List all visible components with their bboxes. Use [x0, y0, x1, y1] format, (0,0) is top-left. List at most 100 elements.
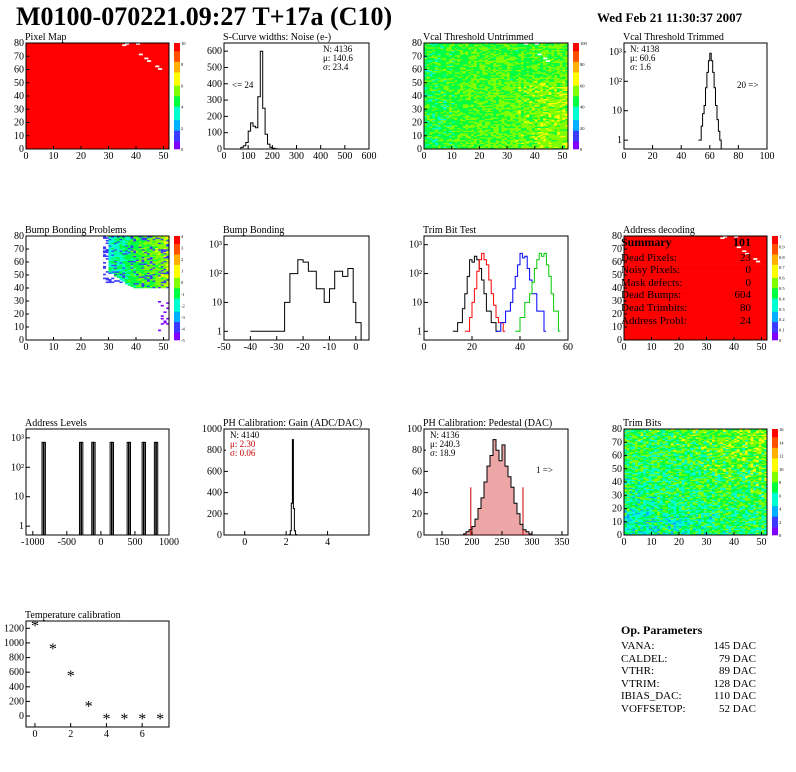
x-tick-label: 0 [622, 537, 627, 548]
op-param-row: IBIAS_DAC: 110 DAC [621, 690, 756, 703]
x-tick-label: 4 [104, 729, 109, 740]
y-tick-label: 10² [11, 462, 24, 473]
y-tick-label: 1000 [202, 424, 222, 435]
x-tick-label: 30 [702, 537, 712, 548]
heatmap-cells [424, 43, 568, 149]
palette-tick-label: 100 [580, 41, 588, 46]
summary-value: 0 [746, 264, 752, 277]
summary-row: Dead Bumps: 604 [621, 289, 751, 302]
plot-frame [224, 236, 369, 340]
defect-pixel [538, 54, 542, 56]
defect-pixel [756, 261, 760, 263]
x-tick-label: 20 [674, 342, 684, 353]
x-tick-label: 40 [676, 151, 686, 162]
defect-pixel [543, 58, 547, 60]
x-tick-label: 50 [159, 342, 169, 353]
summary-label: Dead Pixels: [621, 252, 677, 265]
plot-frame [26, 621, 169, 727]
chart-title: Address Levels [25, 418, 87, 429]
y-tick-label: 0 [617, 335, 622, 346]
y-tick-label: 0 [217, 144, 222, 155]
x-tick-label: 10 [447, 151, 457, 162]
palette-tick-label: 0.7 [779, 265, 785, 270]
x-tick-label: -500 [58, 537, 76, 548]
chart-title: Vcal Threshold Trimmed [623, 32, 724, 43]
y-tick-label: 10 [14, 322, 24, 333]
x-tick-label: 20 [474, 151, 484, 162]
palette-tick-label: 4 [181, 105, 184, 110]
x-tick-label: 0 [622, 151, 627, 162]
x-tick-label: 80 [733, 151, 743, 162]
op-param-label: IBIAS_DAC: [621, 690, 682, 703]
scatter-point: * [49, 641, 57, 658]
summary-label: Dead Trimbits: [621, 302, 687, 315]
x-tick-label: 40 [131, 342, 141, 353]
x-tick-label: 500 [337, 151, 352, 162]
y-tick-label: 10² [409, 269, 422, 280]
y-tick-label: 1 [617, 135, 622, 146]
palette-tick-label: 80 [580, 62, 585, 67]
x-tick-label: 40 [729, 537, 739, 548]
y-tick-label: 10³ [609, 47, 622, 58]
y-tick-label: 10² [209, 269, 222, 280]
x-tick-label: 30 [104, 151, 114, 162]
op-params-title: Op. Parameters [621, 623, 756, 638]
palette-tick-label: 0.4 [779, 296, 785, 301]
y-tick-label: 0 [617, 530, 622, 541]
overflow-annotation: <= 24 [232, 80, 254, 90]
x-tick-label: 20 [674, 537, 684, 548]
y-tick-label: 0 [19, 144, 24, 155]
palette-tick-label: -4 [181, 326, 185, 331]
palette-tick-label: 4 [181, 234, 184, 239]
y-tick-label: 200 [9, 696, 24, 707]
palette-tick-label: 2 [181, 257, 183, 262]
x-tick-label: 60 [563, 342, 573, 353]
scatter-point: * [85, 699, 93, 716]
y-tick-label: 10 [412, 131, 422, 142]
chart-title: Pixel Map [25, 32, 66, 43]
stats-line: σ: 1.6 [630, 62, 651, 72]
summary-value: 604 [735, 289, 752, 302]
op-param-row: VTRIM: 128 DAC [621, 678, 756, 691]
y-tick-label: 10² [609, 76, 622, 87]
op-param-row: CALDEL: 79 DAC [621, 653, 756, 666]
y-tick-label: 40 [14, 283, 24, 294]
palette-tick-label: 3 [181, 246, 184, 251]
x-tick-label: 150 [435, 537, 450, 548]
x-tick-label: 6 [140, 729, 145, 740]
palette-tick-label: 60 [580, 83, 585, 88]
y-tick-label: 70 [14, 244, 24, 255]
x-tick-label: 10 [647, 537, 657, 548]
summary-value: 80 [740, 302, 751, 315]
op-param-label: VANA: [621, 640, 654, 653]
x-tick-label: 0 [422, 151, 427, 162]
chart-title: PH Calibration: Pedestal (DAC) [423, 418, 552, 429]
x-tick-label: 60 [705, 151, 715, 162]
palette-tick-label: -2 [181, 303, 185, 308]
y-tick-label: 400 [207, 79, 222, 90]
palette-tick-label: 12 [779, 454, 784, 459]
palette-tick-label: 6 [779, 493, 782, 498]
y-tick-label: 30 [612, 490, 622, 501]
x-tick-label: 300 [525, 537, 540, 548]
scatter-point: * [67, 668, 75, 685]
x-tick-label: 0 [622, 342, 627, 353]
palette-tick-label: -1 [181, 292, 185, 297]
summary-label: Mask defects: [621, 277, 682, 290]
palette-tick-label: 0.1 [779, 328, 785, 333]
op-param-row: VTHR: 89 DAC [621, 665, 756, 678]
x-tick-label: 20 [648, 151, 658, 162]
y-tick-label: 1 [217, 326, 222, 337]
y-tick-label: 20 [412, 509, 422, 520]
y-tick-label: 10³ [11, 433, 24, 444]
y-tick-label: 400 [207, 488, 222, 499]
palette-tick-label: 4 [779, 507, 782, 512]
y-tick-label: 10³ [209, 240, 222, 251]
y-tick-label: 60 [412, 65, 422, 76]
y-tick-label: 600 [9, 667, 24, 678]
defect-pixel [546, 60, 550, 62]
